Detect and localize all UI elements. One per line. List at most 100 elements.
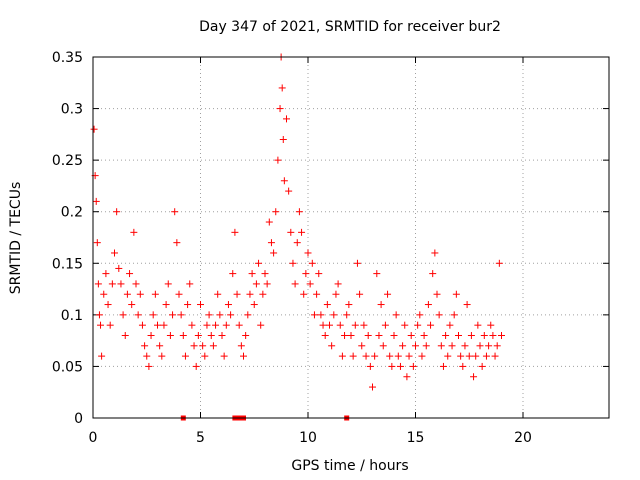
y-tick-label: 0.05 bbox=[52, 359, 83, 375]
data-point bbox=[431, 249, 439, 257]
data-point bbox=[280, 177, 288, 185]
data-point bbox=[218, 331, 226, 339]
data-point bbox=[485, 342, 493, 350]
data-point bbox=[392, 311, 400, 319]
data-point bbox=[461, 342, 469, 350]
data-point bbox=[190, 342, 198, 350]
data-point bbox=[364, 331, 372, 339]
data-point bbox=[369, 383, 376, 391]
data-point bbox=[248, 270, 256, 278]
data-point bbox=[450, 311, 458, 319]
data-point bbox=[472, 352, 480, 360]
data-point bbox=[330, 311, 338, 319]
y-tick-label: 0.1 bbox=[61, 308, 83, 324]
data-point bbox=[295, 208, 303, 216]
data-point bbox=[199, 342, 207, 350]
data-point bbox=[179, 331, 187, 339]
data-point bbox=[476, 342, 484, 350]
data-point bbox=[169, 311, 177, 319]
data-point bbox=[416, 311, 424, 319]
data-point bbox=[259, 290, 267, 298]
data-point bbox=[304, 249, 312, 257]
data-point bbox=[207, 331, 215, 339]
data-point bbox=[489, 331, 497, 339]
y-tick-label: 0.15 bbox=[52, 256, 83, 272]
data-point bbox=[279, 136, 287, 144]
data-point bbox=[291, 280, 299, 288]
x-axis-label: GPS time / hours bbox=[291, 458, 408, 474]
y-tick-label: 0.25 bbox=[52, 153, 83, 169]
data-point bbox=[474, 321, 482, 329]
data-point bbox=[452, 290, 460, 298]
data-point bbox=[216, 311, 224, 319]
data-point bbox=[108, 280, 116, 288]
data-point bbox=[343, 311, 351, 319]
data-point bbox=[442, 331, 450, 339]
data-point bbox=[235, 321, 243, 329]
data-point bbox=[192, 362, 200, 370]
data-point bbox=[405, 352, 413, 360]
data-point bbox=[177, 311, 185, 319]
data-point bbox=[409, 362, 417, 370]
data-point bbox=[205, 311, 213, 319]
data-point bbox=[220, 352, 228, 360]
data-point bbox=[319, 321, 327, 329]
data-point bbox=[147, 331, 155, 339]
y-tick-label: 0 bbox=[74, 411, 83, 427]
data-point bbox=[482, 352, 490, 360]
data-point bbox=[394, 352, 402, 360]
data-point bbox=[491, 352, 499, 360]
data-point bbox=[334, 280, 342, 288]
data-point bbox=[151, 290, 159, 298]
data-point bbox=[261, 270, 269, 278]
data-point bbox=[315, 270, 323, 278]
data-point bbox=[212, 321, 220, 329]
data-point bbox=[121, 331, 129, 339]
data-point bbox=[287, 228, 295, 236]
data-point bbox=[272, 208, 280, 216]
data-point bbox=[184, 301, 192, 309]
data-point bbox=[358, 342, 366, 350]
data-point bbox=[360, 321, 368, 329]
data-point bbox=[356, 290, 364, 298]
data-point bbox=[130, 228, 138, 236]
data-point bbox=[293, 239, 301, 247]
data-point bbox=[433, 290, 441, 298]
data-point bbox=[362, 352, 370, 360]
data-point bbox=[313, 290, 321, 298]
data-point bbox=[265, 218, 273, 226]
data-point bbox=[493, 342, 501, 350]
x-tick-labels: 0 5 10 15 20 bbox=[89, 430, 532, 446]
data-point bbox=[345, 301, 353, 309]
data-point bbox=[418, 352, 426, 360]
plot-frame bbox=[92, 56, 610, 419]
data-point bbox=[156, 342, 164, 350]
data-point bbox=[145, 362, 153, 370]
data-point bbox=[338, 352, 346, 360]
data-point bbox=[158, 352, 166, 360]
data-point bbox=[498, 331, 505, 339]
data-point bbox=[186, 280, 194, 288]
data-point bbox=[100, 290, 108, 298]
data-point bbox=[214, 290, 222, 298]
data-point bbox=[231, 228, 239, 236]
data-point bbox=[444, 352, 452, 360]
data-point bbox=[349, 352, 357, 360]
data-point bbox=[229, 270, 237, 278]
data-point bbox=[435, 311, 443, 319]
data-point bbox=[386, 352, 394, 360]
data-point bbox=[424, 301, 432, 309]
data-point bbox=[371, 352, 379, 360]
data-point bbox=[403, 373, 411, 381]
data-point bbox=[478, 362, 486, 370]
data-point bbox=[347, 331, 355, 339]
data-point bbox=[412, 342, 419, 350]
data-point bbox=[420, 331, 428, 339]
data-point bbox=[111, 249, 118, 257]
data-point bbox=[104, 301, 112, 309]
data-point bbox=[353, 259, 361, 267]
data-point bbox=[98, 352, 106, 360]
x-tick-label: 0 bbox=[89, 430, 98, 446]
data-point bbox=[149, 311, 157, 319]
data-point bbox=[285, 187, 293, 195]
